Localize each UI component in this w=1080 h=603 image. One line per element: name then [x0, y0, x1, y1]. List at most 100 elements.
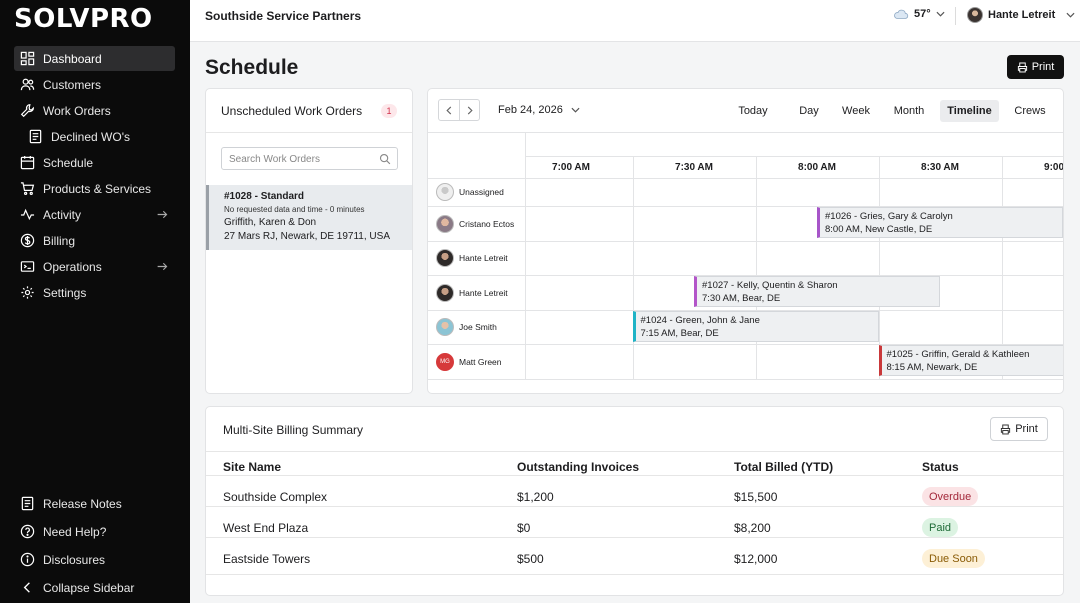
time-label: 9:00 AM [1044, 162, 1064, 173]
chevron-down-icon [936, 11, 945, 17]
arrow-right-icon[interactable] [156, 208, 169, 221]
weather-temp: 57° [914, 8, 931, 20]
user-menu[interactable]: Hante Letreit [967, 7, 1075, 23]
status-badge: Paid [922, 518, 959, 537]
top-bar: Southside Service Partners 57° Hante Let… [190, 0, 1080, 42]
sidebar-item-label: Need Help? [43, 524, 107, 539]
resource-name: Hante Letreit [459, 253, 508, 263]
work-order-customer: Griffith, Karen & Don [224, 217, 317, 228]
sidebar-item-label: Products & Services [43, 181, 152, 196]
event-detail: 8:00 AM, New Castle, DE [825, 224, 933, 235]
row-divider [206, 506, 1063, 507]
table-cell-outstanding: $0 [517, 521, 531, 535]
work-order-note: No requested data and time - 0 minutes [224, 205, 365, 214]
sidebar-item-activity[interactable]: Activity [14, 202, 175, 227]
grid-line [428, 344, 1063, 345]
view-month[interactable]: Month [893, 105, 925, 117]
sidebar-item-operations[interactable]: Operations [14, 254, 175, 279]
billing-summary-panel: Multi-Site Billing Summary Print Site Na… [205, 406, 1064, 596]
solvpro-logo[interactable]: SOLVPRO [14, 4, 153, 34]
sidebar-item-need-help[interactable]: Need Help? [14, 519, 175, 544]
resource-row[interactable]: Hante Letreit [436, 249, 508, 267]
sidebar-item-billing[interactable]: Billing [14, 228, 175, 253]
sidebar-item-dashboard[interactable]: Dashboard [14, 46, 175, 71]
cloud-icon [894, 9, 909, 19]
grid-line [428, 310, 1063, 311]
print-billing-button[interactable]: Print [990, 417, 1048, 441]
resource-row[interactable]: Unassigned [436, 183, 504, 201]
printer-icon [1017, 62, 1027, 72]
table-cell-total: $15,500 [734, 490, 778, 504]
avatar [967, 7, 983, 23]
column-header-outstanding: Outstanding Invoices [517, 460, 640, 474]
time-label: 7:30 AM [675, 162, 713, 173]
view-week[interactable]: Week [842, 105, 870, 117]
sidebar-item-customers[interactable]: Customers [14, 72, 175, 97]
work-order-card[interactable]: #1028 - Standard No requested data and t… [206, 185, 412, 250]
header-divider [955, 7, 956, 25]
print-label: Print [1031, 61, 1055, 73]
dollar-icon [20, 233, 35, 248]
avatar [436, 318, 454, 336]
time-label: 8:30 AM [921, 162, 959, 173]
event-title: #1025 - Griffin, Gerald & Kathleen [886, 349, 1030, 360]
sidebar-item-products-services[interactable]: Products & Services [14, 176, 175, 201]
event-title: #1027 - Kelly, Quentin & Sharon [702, 280, 838, 291]
sidebar-item-declined-wos[interactable]: Declined WO's [22, 124, 175, 149]
customers-icon [20, 78, 35, 91]
view-today[interactable]: Today [738, 105, 768, 117]
sidebar-item-label: Operations [43, 259, 102, 274]
event-card[interactable]: #1026 - Gries, Gary & Carolyn 8:00 AM, Ne… [817, 207, 1063, 238]
sidebar-item-release-notes[interactable]: Release Notes [14, 491, 175, 516]
resource-row[interactable]: Cristano Ectos [436, 214, 514, 233]
arrow-right-icon[interactable] [156, 260, 169, 273]
chevron-left-icon [446, 105, 452, 115]
print-label: Print [1015, 423, 1038, 435]
sidebar-item-disclosures[interactable]: Disclosures [14, 547, 175, 572]
sidebar-item-label: Billing [43, 233, 76, 248]
view-day[interactable]: Day [799, 105, 819, 117]
view-timeline[interactable]: Timeline [940, 100, 999, 122]
row-divider [206, 475, 1063, 476]
event-card[interactable]: #1024 - Green, John & Jane 7:15 AM, Bear,… [632, 311, 879, 342]
grid-line [428, 241, 1063, 242]
grid-line [428, 132, 1063, 133]
info-icon [20, 552, 35, 567]
grid-line [632, 178, 634, 379]
status-badge: Overdue [922, 487, 979, 506]
date-picker[interactable]: Feb 24, 2026 [498, 104, 580, 116]
sidebar-item-schedule[interactable]: Schedule [14, 150, 175, 175]
column-header-site: Site Name [223, 460, 282, 474]
sidebar-item-settings[interactable]: Settings [14, 280, 175, 305]
resource-name: Hante Letreit [459, 287, 508, 298]
event-card[interactable]: #1027 - Kelly, Quentin & Sharon 7:30 AM, … [694, 276, 940, 307]
avatar: MG [436, 352, 454, 371]
print-schedule-button[interactable]: Print [1007, 55, 1064, 79]
divider [206, 132, 412, 133]
page-title: Schedule [205, 56, 299, 79]
sidebar-item-collapse-sidebar[interactable]: Collapse Sidebar [14, 575, 175, 600]
next-button[interactable] [459, 100, 479, 120]
dashboard-icon [20, 51, 35, 66]
view-crews[interactable]: Crews [1014, 105, 1046, 117]
table-cell-site: Southside Complex [223, 490, 328, 504]
resource-row[interactable]: Joe Smith [436, 318, 497, 336]
chevron-down-icon [1066, 12, 1075, 18]
resource-row[interactable]: MG Matt Green [436, 352, 502, 371]
chevron-down-icon [571, 107, 580, 113]
chevron-left-icon [23, 582, 30, 593]
prev-button[interactable] [439, 100, 459, 120]
event-card[interactable]: #1025 - Griffin, Gerald & Kathleen 8:15 A… [878, 345, 1063, 376]
sidebar-item-label: Settings [43, 285, 87, 300]
resource-row[interactable]: Hante Letreit [436, 283, 508, 302]
cart-icon [20, 182, 35, 196]
sidebar-item-work-orders[interactable]: Work Orders [14, 98, 175, 123]
search-work-orders-input[interactable]: Search Work Orders [221, 147, 398, 170]
event-card[interactable]: #1008 - val a9:00 AM [1063, 242, 1064, 273]
gear-icon [21, 286, 34, 299]
weather-widget[interactable]: 57° [893, 8, 945, 20]
event-title: #1024 - Green, John & Jane [640, 315, 760, 326]
divider [206, 451, 1063, 452]
avatar [436, 249, 454, 267]
count-badge: 1 [381, 104, 397, 118]
